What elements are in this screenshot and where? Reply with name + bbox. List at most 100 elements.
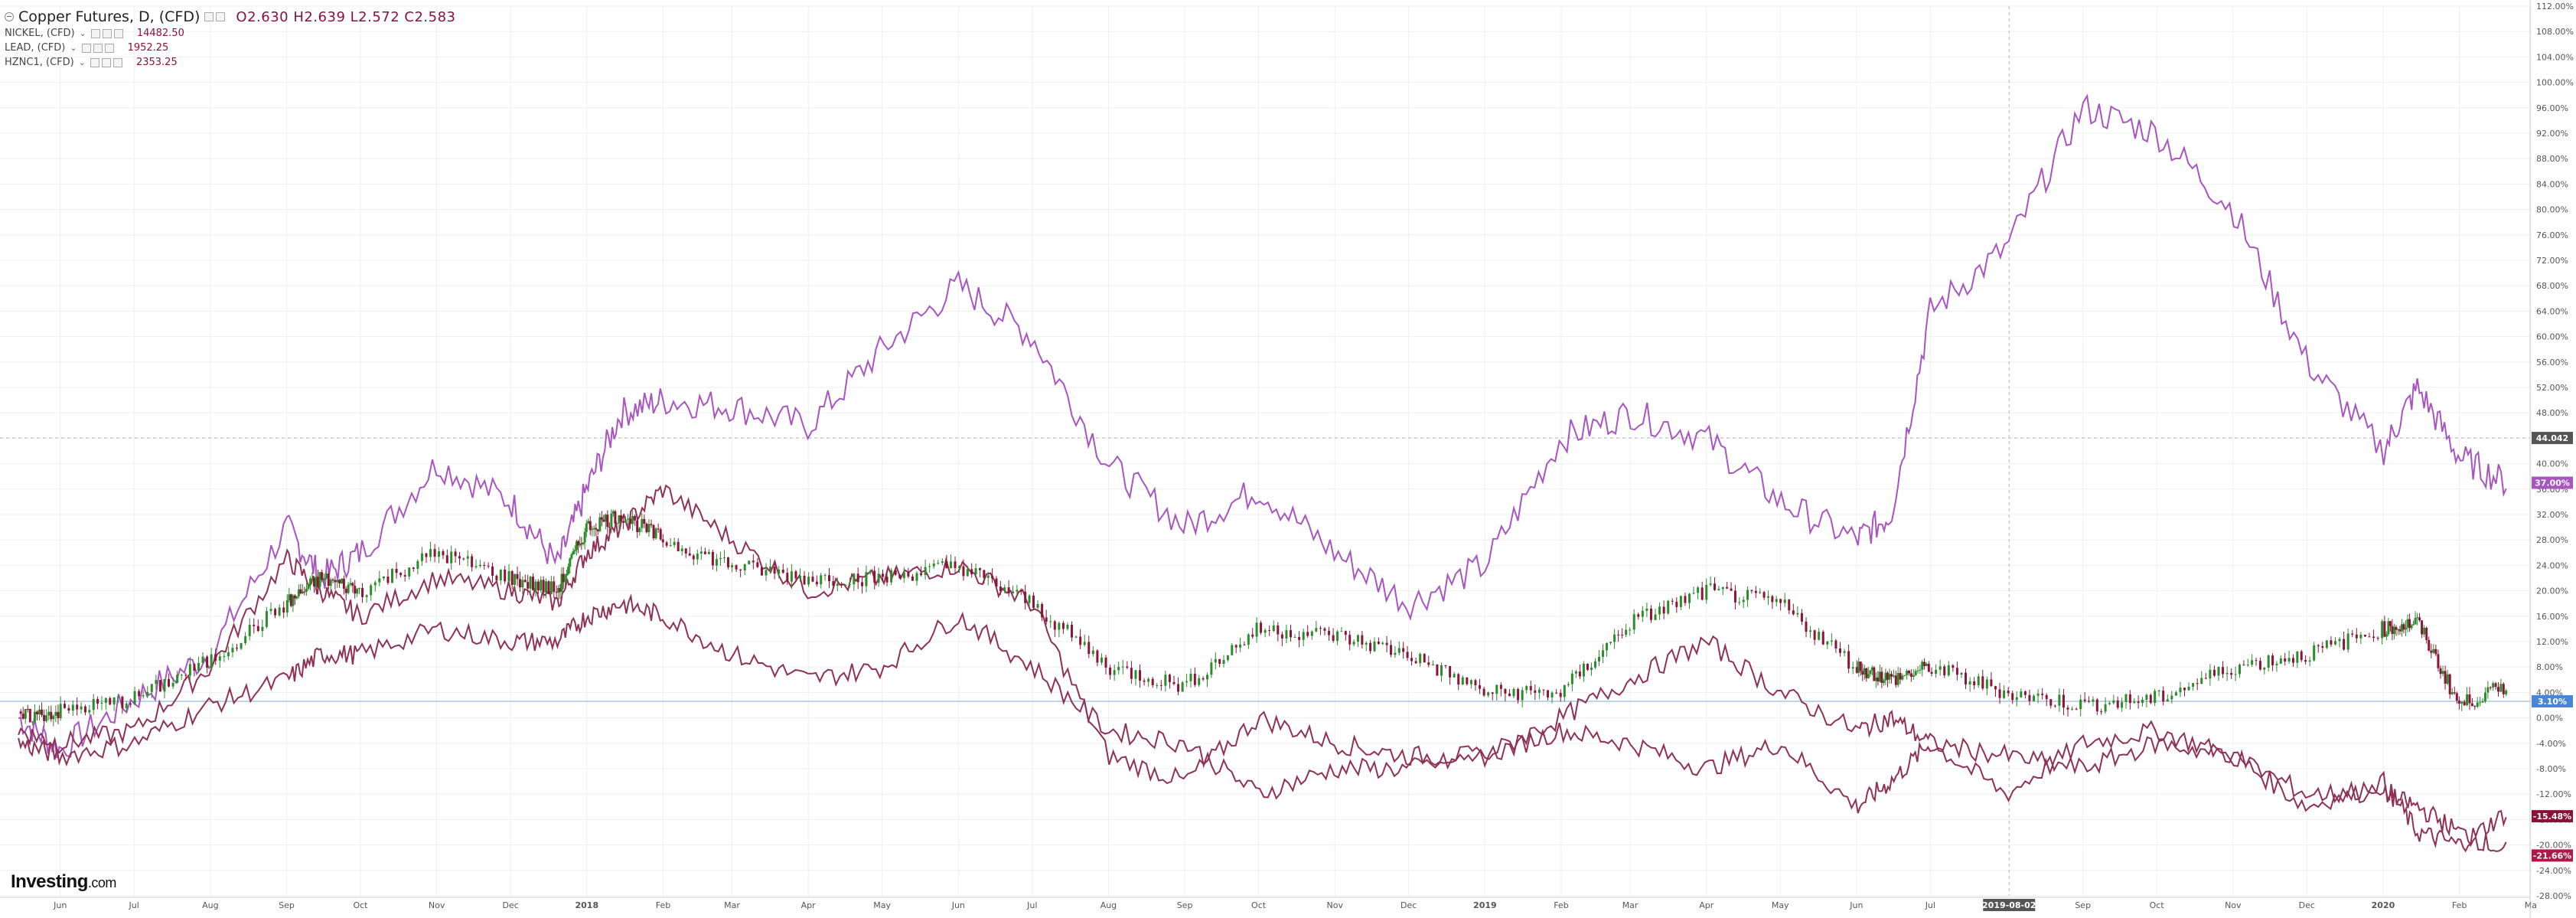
candle-body (1590, 667, 1593, 670)
candle (193, 662, 196, 677)
candle (1323, 626, 1326, 635)
hide-icon[interactable] (216, 12, 226, 21)
candle (2058, 688, 2061, 712)
legend-row-label[interactable]: NICKEL, (CFD) (5, 28, 75, 39)
candle-body (104, 697, 107, 703)
settings-icon[interactable] (102, 28, 112, 38)
candle-body (2275, 663, 2278, 665)
candle (575, 539, 578, 556)
candle-body (521, 580, 524, 588)
candle (2267, 654, 2270, 672)
main-symbol-title[interactable]: Copper Futures, D, (CFD) (18, 8, 201, 25)
candle (1487, 691, 1490, 697)
candle-body (2434, 648, 2437, 655)
candle (692, 554, 695, 566)
candle (606, 510, 609, 534)
candle-body (531, 577, 534, 590)
candle (1714, 577, 1717, 591)
candle-body (35, 711, 38, 714)
candle (582, 542, 585, 546)
candle-body (2430, 650, 2433, 653)
hide-icon[interactable] (90, 28, 100, 38)
candle (1873, 665, 1876, 681)
candle-body (1873, 667, 1876, 681)
hide-icon[interactable] (81, 43, 91, 53)
chevron-down-icon[interactable]: ⌄ (79, 28, 86, 38)
candle-body (1168, 675, 1171, 682)
candle (611, 509, 615, 518)
candle (1340, 626, 1343, 632)
candle (781, 564, 784, 574)
candle (1423, 652, 1426, 663)
candle-body (28, 708, 31, 723)
candle (643, 514, 646, 528)
candle-body (176, 675, 179, 683)
candle (555, 585, 558, 598)
candle (1087, 635, 1091, 658)
candle (403, 569, 406, 582)
candle-body (1766, 596, 1769, 598)
chevron-down-icon[interactable]: ⌄ (70, 43, 77, 53)
candle (2222, 661, 2225, 678)
x-tick-label: Apr (801, 900, 817, 910)
candle (1973, 677, 1976, 690)
candle-body (958, 566, 961, 568)
candle (278, 604, 281, 617)
candle-body (634, 515, 637, 521)
legend-row-buttons (90, 57, 122, 67)
candle (1762, 590, 1766, 600)
collapse-legend-icon[interactable] (5, 12, 14, 21)
legend-row-label[interactable]: LEAD, (CFD) (5, 42, 66, 54)
y-tick-label: 96.00% (2536, 103, 2568, 113)
legend-row-value: 2353.25 (135, 57, 178, 68)
candle (1369, 639, 1372, 655)
candle (2045, 693, 2048, 707)
candle-body (1851, 667, 1854, 669)
candle-body (1091, 650, 1094, 655)
series-candles-copper[interactable] (19, 509, 2508, 727)
chevron-down-icon[interactable]: ⌄ (78, 57, 86, 67)
candle (1968, 677, 1971, 692)
candle (2209, 664, 2212, 686)
candle (155, 675, 158, 691)
close-icon[interactable] (104, 43, 114, 53)
candle (336, 579, 339, 588)
candle-body (1892, 675, 1895, 677)
candle (1582, 661, 1585, 682)
candle-body (743, 564, 746, 570)
candle (1613, 629, 1616, 649)
candle (1921, 659, 1924, 677)
candle (2437, 649, 2440, 671)
candle-body (811, 577, 814, 582)
candle-body (527, 582, 530, 589)
candle-body (2457, 701, 2460, 704)
candle (491, 563, 494, 583)
settings-icon[interactable] (93, 43, 103, 53)
candle (684, 547, 687, 558)
candle (2398, 626, 2402, 635)
series-line-hznc1[interactable] (18, 593, 2507, 852)
candle-body (24, 708, 27, 719)
candle (1007, 580, 1010, 597)
settings-icon[interactable] (204, 12, 214, 21)
candle-body (1606, 642, 1609, 651)
settings-icon[interactable] (101, 57, 111, 67)
candle (2428, 636, 2431, 652)
candle (596, 528, 599, 535)
candle (545, 578, 548, 599)
candle (540, 576, 543, 593)
series-line-lead[interactable] (18, 484, 2507, 853)
candle-body (790, 571, 793, 582)
candle (840, 582, 843, 589)
legend-row-value: 1952.25 (127, 42, 169, 54)
close-icon[interactable] (112, 57, 122, 67)
candle (2092, 696, 2095, 707)
hide-icon[interactable] (90, 57, 99, 67)
close-icon[interactable] (113, 28, 123, 38)
candle (244, 632, 247, 645)
candle (197, 656, 200, 673)
series-line-nickel[interactable] (18, 93, 2507, 759)
candle (19, 708, 22, 717)
legend-row-label[interactable]: HZNC1, (CFD) (5, 57, 74, 68)
